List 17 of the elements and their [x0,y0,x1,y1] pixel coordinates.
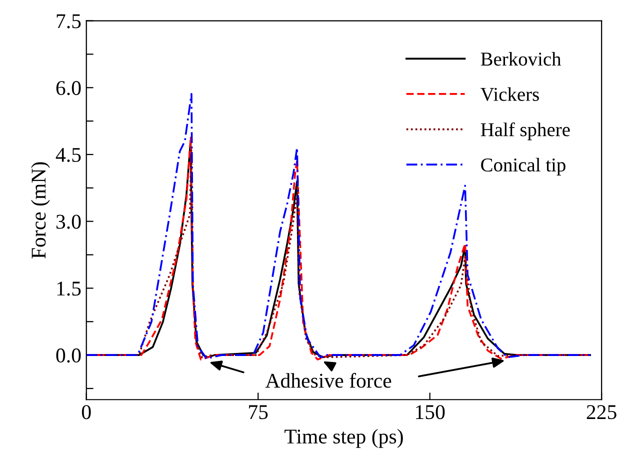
x-axis-title: Time step (ps) [284,428,403,448]
x-tick-label: 225 [586,405,616,420]
y-axis-title: Force (mN) [31,162,50,258]
legend-label: Vickers [480,87,539,102]
legend-label: Half sphere [480,122,570,140]
y-tick-label: 3.0 [56,214,81,229]
legend-label: Berkovich [480,52,562,66]
x-tick-label: 0 [82,405,91,420]
y-tick-label: 1.5 [57,282,81,296]
y-tick-label: 0.0 [56,348,81,363]
x-tick-label: 150 [416,405,445,420]
legend-label: Conical tip [481,158,566,176]
x-tick-label: 75 [249,405,268,420]
y-tick-label: 4.5 [56,148,81,162]
y-tick-label: 7.5 [56,14,81,28]
annotation: Adhesive force [265,372,392,388]
y-tick-label: 6.0 [56,81,81,96]
